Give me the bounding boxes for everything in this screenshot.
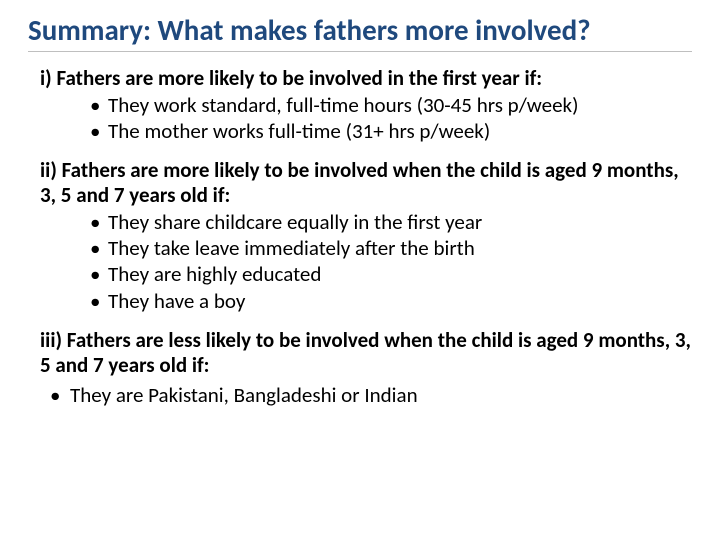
section-heading: iii) Fathers are less likely to be invol…: [28, 328, 692, 378]
list-item: The mother works full-time (31+ hrs p/we…: [90, 119, 692, 144]
page-title: Summary: What makes fathers more involve…: [28, 14, 692, 52]
list-item: They take leave immediately after the bi…: [90, 236, 692, 261]
list-item: They have a boy: [90, 289, 692, 314]
list-item: They work standard, full-time hours (30-…: [90, 93, 692, 118]
section-1: i) Fathers are more likely to be involve…: [28, 66, 692, 144]
list-item: They are highly educated: [90, 262, 692, 287]
section-heading: i) Fathers are more likely to be involve…: [28, 66, 692, 91]
bullet-list: They are Pakistani, Bangladeshi or India…: [28, 383, 692, 408]
list-item: They are Pakistani, Bangladeshi or India…: [50, 383, 692, 408]
section-2: ii) Fathers are more likely to be involv…: [28, 158, 692, 313]
list-item: They share childcare equally in the firs…: [90, 210, 692, 235]
slide-container: Summary: What makes fathers more involve…: [0, 0, 720, 428]
bullet-list: They work standard, full-time hours (30-…: [28, 93, 692, 144]
bullet-list: They share childcare equally in the firs…: [28, 210, 692, 314]
section-3: iii) Fathers are less likely to be invol…: [28, 328, 692, 409]
section-heading: ii) Fathers are more likely to be involv…: [28, 158, 692, 208]
